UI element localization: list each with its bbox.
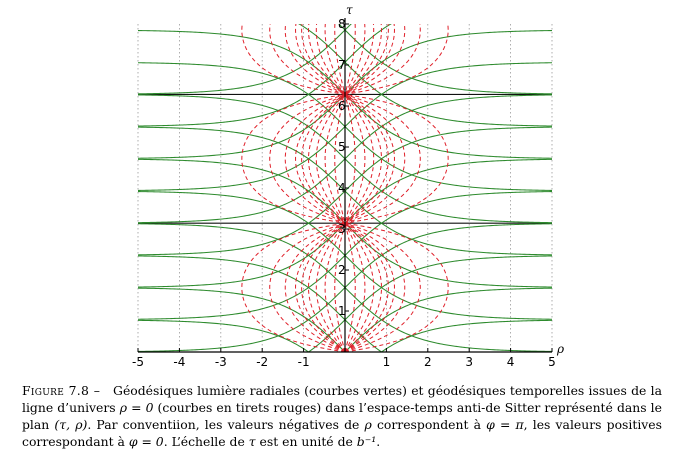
- x-tick-label: 2: [424, 355, 432, 369]
- x-tick-label: -3: [215, 355, 227, 369]
- timelike-geodesic-curve: [315, 24, 346, 352]
- caption-label: Figure 7.8 –: [22, 383, 101, 398]
- y-tick-label: 6: [338, 99, 346, 113]
- y-tick-label: 4: [338, 181, 346, 195]
- figure-caption: Figure 7.8 – Géodésiques lumière radiale…: [22, 382, 662, 450]
- y-tick-label: 3: [338, 222, 346, 236]
- x-tick-label: -1: [298, 355, 310, 369]
- light-geodesic-curve: [380, 319, 552, 352]
- y-tick-label: 7: [338, 58, 346, 72]
- timelike-geodesic-curve: [295, 24, 346, 352]
- timelike-geodesic-curve: [344, 24, 375, 352]
- timelike-geodesic-curve: [269, 24, 346, 352]
- caption-text-7: est en unité de: [255, 434, 357, 449]
- caption-math-unit: b⁻¹: [356, 434, 377, 449]
- caption-math-phi-pi: φ = π: [486, 417, 524, 432]
- timelike-geodesic-curve: [301, 24, 346, 352]
- x-axis-label: ρ: [556, 342, 564, 356]
- caption-text-3: . Par conventiion, les valeurs négatives…: [87, 417, 365, 432]
- caption-text-1: Géodésiques lumière radiales (courbes ve…: [22, 383, 662, 415]
- timelike-geodesic-curve: [344, 24, 406, 352]
- caption-math-rho0: ρ = 0: [119, 400, 154, 415]
- x-tick-label: 3: [465, 355, 473, 369]
- plot-grid: [137, 24, 553, 352]
- x-tick-label: -4: [173, 355, 185, 369]
- caption-text-2: (courbes en tirets rouges) dans l’espace…: [22, 400, 662, 432]
- light-geodesic-curve: [344, 287, 552, 352]
- y-tick-label: 2: [338, 263, 346, 277]
- x-tick-label: 1: [383, 355, 391, 369]
- tick-labels: -5 -4 -3 -2 -1 1 2 3 4 5 1 2 3 4 5 6 7 8: [132, 17, 556, 369]
- red-geodesics: [241, 24, 449, 352]
- caption-text-8: .: [376, 434, 381, 449]
- timelike-geodesic-curve: [344, 24, 366, 352]
- timelike-geodesic-curve: [344, 24, 421, 352]
- caption-text-6: . L’échelle de: [163, 434, 249, 449]
- caption-math-tau: τ: [248, 434, 256, 449]
- caption-math-plane: (τ, ρ): [54, 417, 88, 432]
- timelike-geodesic-curve: [324, 24, 346, 352]
- x-tick-label: 4: [507, 355, 515, 369]
- timelike-geodesic-curve: [344, 24, 395, 352]
- caption-math-rho: ρ: [364, 417, 372, 432]
- light-geodesics-plot: -5 -4 -3 -2 -1 1 2 3 4 5 1 2 3 4 5 6 7 8 ρ τ: [132, 3, 564, 369]
- x-tick-label: 5: [548, 355, 556, 369]
- timelike-geodesic-curve: [308, 24, 346, 352]
- light-geodesic-curve: [138, 287, 346, 352]
- light-geodesic-curve: [138, 319, 310, 352]
- y-axis-label: τ: [346, 3, 353, 17]
- timelike-geodesic-curve: [344, 24, 382, 352]
- timelike-geodesic-curve: [344, 24, 449, 352]
- timelike-geodesic-curve: [284, 24, 346, 352]
- x-tick-label: -2: [256, 355, 268, 369]
- caption-text-5: , les valeurs positives correspondant à: [22, 417, 662, 449]
- timelike-geodesic-curve: [344, 24, 389, 352]
- x-tick-label: -5: [132, 355, 144, 369]
- y-tick-label: 8: [338, 17, 346, 31]
- y-tick-label: 1: [338, 304, 346, 318]
- timelike-geodesic-curve: [241, 24, 346, 352]
- y-tick-label: 5: [338, 140, 346, 154]
- axes: [137, 18, 553, 353]
- caption-text-4: correspondent à: [371, 417, 487, 432]
- caption-math-phi-0: φ = 0: [128, 434, 164, 449]
